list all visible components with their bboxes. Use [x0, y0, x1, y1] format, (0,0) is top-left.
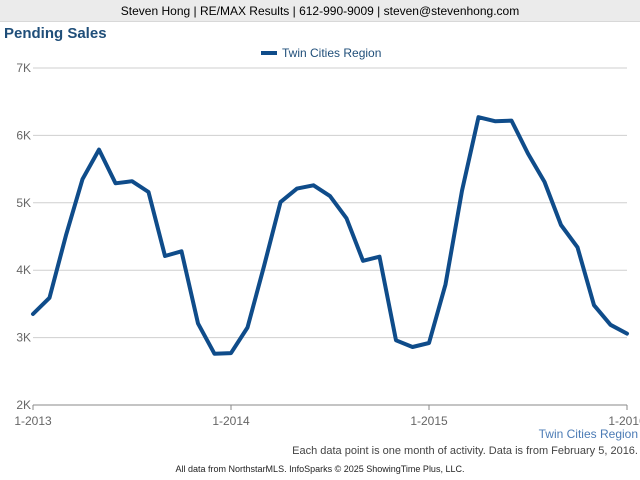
y-tick-label: 2K	[16, 398, 31, 412]
grid-lines	[33, 67, 627, 406]
series-line-twin-cities-region	[31, 115, 629, 356]
x-axis-ticks: 1-2013 1-2014 1-2015 1-2016	[14, 405, 640, 428]
x-tick-label: 1-2014	[212, 414, 250, 428]
y-tick-label: 4K	[16, 263, 31, 277]
y-tick-label: 7K	[16, 61, 31, 75]
legend-label: Twin Cities Region	[282, 46, 381, 60]
contact-header: Steven Hong | RE/MAX Results | 612-990-9…	[0, 0, 640, 22]
chart-title: Pending Sales	[4, 25, 107, 42]
contact-text: Steven Hong | RE/MAX Results | 612-990-9…	[120, 4, 520, 18]
x-tick-label: 1-2015	[410, 414, 448, 428]
footer-credit: All data from NorthstarMLS. InfoSparks ©…	[175, 464, 465, 474]
x-tick-label: 1-2013	[14, 414, 52, 428]
y-axis-tick-labels: 2K 3K 4K 5K 6K 7K	[16, 61, 31, 412]
y-tick-label: 6K	[16, 128, 31, 142]
series-layer	[31, 115, 629, 356]
y-tick-label: 3K	[16, 331, 31, 345]
x-tick-label: 1-2016	[608, 414, 640, 428]
data-note: Each data point is one month of activity…	[292, 445, 638, 457]
legend[interactable]: Twin Cities Region	[261, 46, 381, 60]
y-tick-label: 5K	[16, 196, 31, 210]
region-label: Twin Cities Region	[538, 427, 638, 441]
